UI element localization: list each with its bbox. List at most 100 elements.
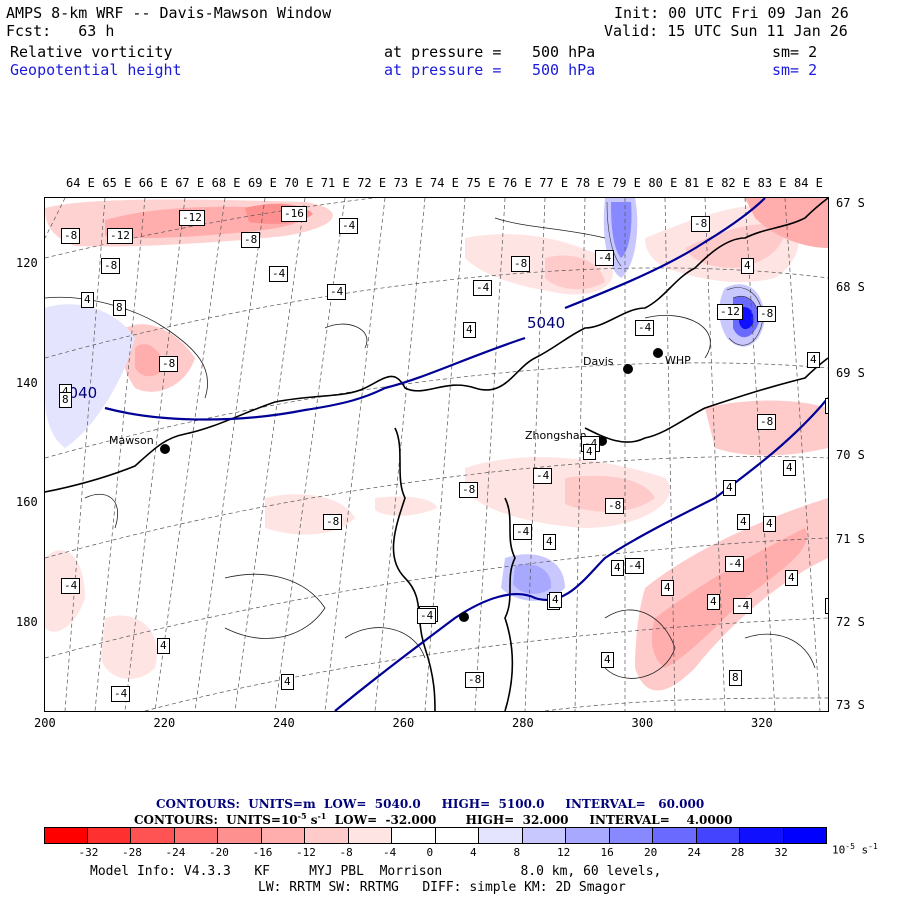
station-dot-whp [653,348,663,358]
contour-label: -4 [339,218,359,234]
contour-label: 4 [611,560,624,576]
longitude-label: 71 E [320,176,350,190]
colorbar-tick: 20 [644,846,658,859]
colorbar-swatch [653,827,697,844]
model-info: Model Info: V4.3.3 KF MYJ PBL Morrison 8… [90,864,662,879]
grid-y-label: 140 [16,375,38,390]
contour-label: -8 [691,216,711,232]
contour-label: 4 [601,652,614,668]
contour-label: 4 [583,444,596,460]
latitude-label: 71 S [836,532,865,546]
longitude-label: 69 E [248,176,277,190]
field1-name: Relative vorticity [10,43,173,61]
contour-label: 4 [661,580,674,596]
contour-label: 4 [549,592,562,608]
longitude-label: 65 E [102,176,132,190]
longitude-label: 78 E [575,176,605,190]
station-davis: Davis [583,355,614,368]
contour-label: -4 [269,266,289,282]
colorbar-swatch [87,827,131,844]
contour-label: -8 [605,498,625,514]
grid-x-label: 300 [631,716,654,730]
colorbar-tick: -32 [78,846,99,859]
longitude-label: 67 E [175,176,205,190]
colorbar-tick: -24 [165,846,186,859]
contour-label: 4 [707,594,720,610]
cbar-unit-exp: -5 [845,842,855,851]
field2-level: 500 hPa [532,61,596,79]
latitude-label: 69 S [836,366,865,380]
colorbar-unit: 10-5 s-1 [832,842,878,857]
colorbar-tick: 4 [470,846,477,859]
longitude-label: 84 E [794,176,823,190]
colorbar-tick: 24 [687,846,701,859]
cbar-unit-exp2: -1 [868,842,878,851]
colorbar-tick: 32 [774,846,788,859]
grid-y-label: 120 [16,256,38,270]
valid-time: Valid: 15 UTC Sun 11 Jan 26 [604,22,848,40]
contour-label: -8 [323,514,343,530]
colorbar-swatch [522,827,566,844]
contour-label: -8 [61,228,81,244]
longitude-label: 77 E [539,176,569,190]
vorticity-contours [45,217,816,679]
cbar-unit-s: s [854,843,869,857]
longitude-label: 64 E [66,176,95,190]
longitude-label: 66 E [138,176,168,190]
station-dot-south [459,612,469,622]
station-dot-zhongshan [597,436,607,446]
graticule [45,198,828,711]
contour-label: 4 [825,398,828,414]
grid-x-label: 280 [512,716,534,730]
colorbar-swatch [479,827,523,844]
colorbar-tick: -20 [209,846,229,859]
contour-label: -4 [725,556,745,572]
longitude-label: 72 E [357,176,387,190]
vorticity-map [45,198,828,711]
contour-label: -16 [281,206,307,222]
contour-label: 4 [783,460,796,476]
contour-label: -4 [111,686,131,702]
contour-label: 4 [723,480,736,496]
height-label-5040-east: 5040 [527,314,566,332]
contour-label: -4 [825,598,828,614]
colorbar-tick: 8 [513,846,521,859]
latitude-label: 67 S [836,196,865,210]
colorbar-tick: 12 [557,846,571,859]
contour-label: 8 [729,670,742,686]
vorticity-contour-info: CONTOURS: UNITS=10-5 s-1 LOW= -32.000 HI… [134,811,732,827]
contour-label: -12 [179,210,205,226]
model-physics: LW: RRTM SW: RRTMG DIFF: simple KM: 2D S… [258,880,626,895]
colorbar-swatch [783,827,827,844]
contour-label: -8 [459,482,479,498]
coastline [45,198,828,711]
longitude-label: 80 E [648,176,678,190]
colorbar-swatch [435,827,479,844]
vort-info-exp: -5 [297,811,307,821]
contour-label: 4 [281,674,294,690]
contour-label: 4 [157,638,170,654]
contour-label: -4 [733,598,753,614]
field1-level: 500 hPa [532,43,596,61]
longitude-label: 83 E [757,176,787,190]
contour-label: -4 [635,320,655,336]
contour-label: -4 [533,468,553,484]
grid-y-label: 180 [16,614,38,629]
forecast-hour: Fcst: 63 h [6,22,115,40]
height-contours [104,198,828,711]
longitude-label: 75 E [466,176,496,190]
colorbar-tick: 28 [731,846,745,859]
longitude-label: 73 E [393,176,423,190]
colorbar-tick: -28 [122,846,142,859]
contour-label: -4 [625,558,645,574]
longitude-label: 68 E [211,176,241,190]
station-whp: WHP [665,354,691,367]
longitude-label: 81 E [684,176,714,190]
station-mawson: Mawson [109,434,154,447]
vort-info-exp2: -1 [317,811,327,821]
colorbar-swatch [348,827,392,844]
grid-x-label: 220 [153,716,176,730]
contour-label: -8 [757,414,777,430]
longitude-label: 70 E [284,176,314,190]
grid-x-label: 320 [751,716,773,730]
